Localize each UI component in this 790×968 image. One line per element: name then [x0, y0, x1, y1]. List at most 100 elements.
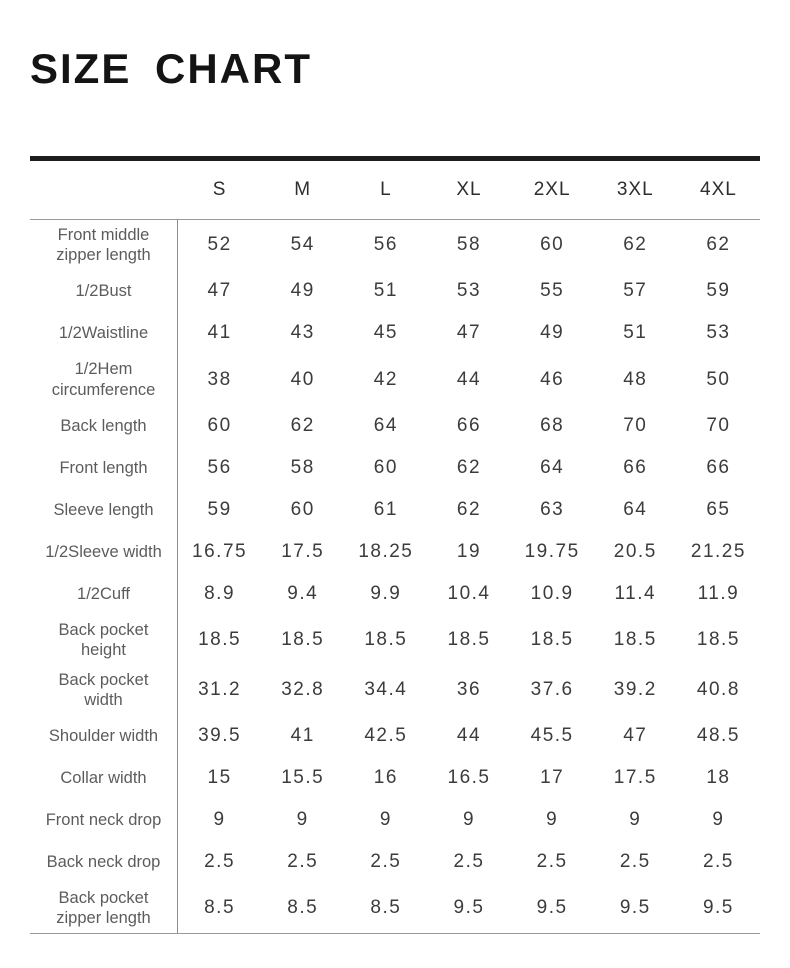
cell-value: 47 [623, 725, 648, 747]
cell-value: 41 [207, 322, 232, 344]
cell-value: 58 [290, 456, 315, 478]
row-label: Front length [30, 446, 178, 489]
size-column-header: 2XL [533, 179, 571, 201]
row-label: Back neck drop [30, 841, 178, 884]
cell-value: 56 [207, 456, 232, 478]
table-row: Collar width 15 15.5 16 16.5 17 17.5 18 [30, 757, 760, 800]
cell-value: 10.9 [530, 582, 574, 604]
cell-value: 51 [373, 280, 398, 302]
cell-value: 9 [712, 809, 725, 831]
cell-value: 2.5 [536, 851, 568, 873]
cell-value: 2.5 [453, 851, 485, 873]
cell-value: 44 [456, 368, 482, 390]
cell-value: 41 [290, 725, 315, 747]
cell-value: 49 [290, 280, 315, 302]
cell-value: 40 [290, 368, 315, 390]
cell-value: 48.5 [696, 725, 740, 747]
cell-value: 53 [456, 280, 482, 302]
cell-value: 9 [213, 809, 226, 831]
table-row: 1/2Cuff 8.9 9.4 9.9 10.4 10.9 11.4 11.9 [30, 572, 760, 615]
cell-value: 20.5 [613, 540, 657, 562]
cell-value: 10.4 [447, 582, 491, 604]
table-row: Back neck drop 2.5 2.5 2.5 2.5 2.5 2.5 2.5 [30, 841, 760, 884]
cell-value: 64 [623, 498, 648, 520]
cell-value: 52 [207, 234, 232, 256]
cell-value: 2.5 [370, 851, 402, 873]
cell-value: 66 [456, 414, 482, 436]
size-column-header: XL [456, 179, 482, 201]
table-row: Sleeve length 59 60 61 62 63 64 65 [30, 488, 760, 531]
cell-value: 45.5 [530, 725, 574, 747]
table-row: Front middle zipper length 52 54 56 58 60 62 62 [30, 220, 760, 271]
cell-value: 16 [373, 767, 398, 789]
divider-thick [30, 156, 760, 162]
table-row: Front length 56 58 60 62 64 66 66 [30, 446, 760, 489]
cell-value: 16.5 [447, 767, 491, 789]
cell-value: 60 [207, 414, 232, 436]
table-row: Back pocket height 18.5 18.5 18.5 18.5 18.5 18… [30, 614, 760, 665]
cell-value: 62 [456, 456, 482, 478]
cell-value: 42 [373, 368, 398, 390]
cell-value: 45 [373, 322, 398, 344]
cell-value: 64 [540, 456, 565, 478]
row-label: Shoulder width [30, 715, 178, 758]
cell-value: 19 [456, 540, 482, 562]
cell-value: 9.5 [536, 897, 568, 919]
cell-value: 65 [706, 498, 731, 520]
cell-value: 62 [290, 414, 315, 436]
cell-value: 21.25 [690, 540, 746, 562]
size-column-header: L [380, 179, 392, 201]
cell-value: 18.5 [198, 628, 242, 650]
cell-value: 68 [540, 414, 565, 436]
size-column-header: 4XL [700, 179, 737, 201]
size-column-header: S [212, 179, 227, 201]
cell-value: 15.5 [281, 767, 325, 789]
cell-value: 9.5 [619, 897, 651, 919]
cell-value: 55 [540, 280, 565, 302]
cell-value: 47 [456, 322, 482, 344]
row-label: Back pocket width [30, 664, 178, 716]
cell-value: 47 [207, 280, 232, 302]
cell-value: 2.5 [702, 851, 734, 873]
cell-value: 64 [373, 414, 398, 436]
table-row: 1/2Hem circumference 38 40 42 44 46 48 50 [30, 354, 760, 405]
cell-value: 9 [379, 809, 392, 831]
cell-value: 60 [540, 234, 565, 256]
table-row: Front neck drop 9 9 9 9 9 9 9 [30, 799, 760, 842]
cell-value: 38 [207, 368, 232, 390]
cell-value: 32.8 [281, 679, 325, 701]
row-label: Collar width [30, 757, 178, 800]
cell-value: 54 [290, 234, 315, 256]
row-label: 1/2Sleeve width [30, 530, 178, 573]
cell-value: 62 [623, 234, 648, 256]
cell-value: 8.5 [204, 897, 236, 919]
row-label: Back pocket zipper length [30, 883, 178, 934]
cell-value: 53 [706, 322, 731, 344]
cell-value: 66 [623, 456, 648, 478]
table-row: Back pocket width 31.2 32.8 34.4 36 37.6 39.2 4… [30, 664, 760, 716]
cell-value: 43 [290, 322, 315, 344]
cell-value: 9.9 [370, 582, 402, 604]
size-column-header: 3XL [616, 179, 654, 201]
size-header-row: S M L XL 2XL 3XL 4XL [30, 161, 760, 221]
page-title: SIZE CHART [30, 45, 312, 92]
cell-value: 18.25 [358, 540, 414, 562]
cell-value: 66 [706, 456, 731, 478]
cell-value: 70 [623, 414, 648, 436]
cell-value: 2.5 [204, 851, 236, 873]
cell-value: 11.9 [697, 582, 740, 604]
cell-value: 9 [462, 809, 476, 831]
cell-value: 60 [290, 498, 315, 520]
table-row: Shoulder width 39.5 41 42.5 44 45.5 47 48.5 [30, 715, 760, 758]
cell-value: 9.5 [702, 897, 734, 919]
row-label: 1/2Hem circumference [30, 354, 178, 405]
cell-value: 11.4 [614, 582, 657, 604]
size-column-header: M [294, 179, 312, 201]
cell-value: 18 [706, 767, 731, 789]
row-label: Back pocket height [30, 614, 178, 665]
cell-value: 37.6 [530, 679, 574, 701]
cell-value: 59 [207, 498, 232, 520]
table-row: 1/2Bust 47 49 51 53 55 57 59 [30, 270, 760, 313]
table-row: Back pocket zipper length 8.5 8.5 8.5 9.5 9.5… [30, 883, 760, 934]
